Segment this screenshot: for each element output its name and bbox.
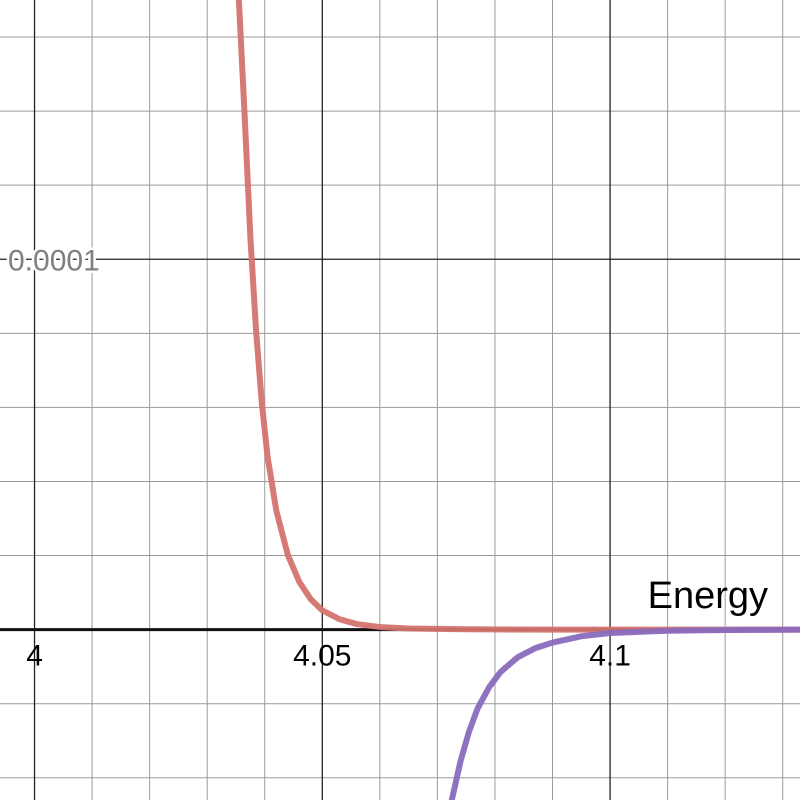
series-line-2	[448, 626, 800, 800]
x-tick-label: 4.05	[293, 640, 351, 673]
x-axis-title: Energy	[648, 575, 768, 617]
y-tick-label: 0.0001	[8, 244, 100, 277]
series-layer	[235, 0, 800, 800]
series-line-1	[235, 0, 800, 633]
x-tick-label: 4	[26, 640, 43, 673]
x-tick-label: 4.1	[589, 640, 631, 673]
tick-labels: 4 4.05 4.1 0.0001	[6, 242, 631, 673]
